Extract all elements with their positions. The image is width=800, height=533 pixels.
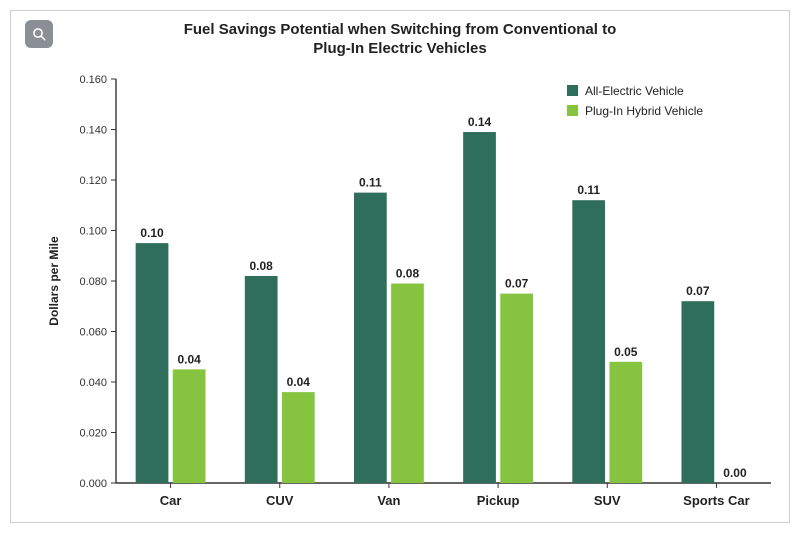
- bar: [463, 132, 496, 483]
- y-tick-label: 0.080: [79, 276, 107, 288]
- y-tick-label: 0.120: [79, 175, 107, 187]
- bar-value-label: 0.04: [177, 352, 201, 366]
- chart-frame: Fuel Savings Potential when Switching fr…: [10, 10, 790, 523]
- y-tick-label: 0.140: [79, 125, 107, 137]
- bar-value-label: 0.14: [468, 115, 492, 129]
- bar: [391, 284, 424, 483]
- y-tick-label: 0.040: [79, 377, 107, 389]
- category-label: Van: [377, 493, 400, 508]
- legend-swatch: [567, 85, 578, 96]
- bar: [681, 301, 714, 483]
- bar: [500, 294, 533, 483]
- bar: [136, 243, 169, 483]
- bar: [609, 362, 642, 483]
- bar-value-label: 0.11: [577, 183, 600, 197]
- y-tick-label: 0.100: [79, 226, 107, 238]
- y-tick-label: 0.060: [79, 327, 107, 339]
- legend-label: Plug-In Hybrid Vehicle: [585, 104, 703, 118]
- y-tick-label: 0.000: [79, 478, 107, 490]
- bar-chart-svg: 0.0000.0200.0400.0600.0800.1000.1200.140…: [11, 11, 791, 524]
- category-label: CUV: [266, 493, 294, 508]
- category-label: Pickup: [477, 493, 520, 508]
- bar: [173, 369, 206, 483]
- y-tick-label: 0.160: [79, 74, 107, 86]
- category-label: Sports Car: [683, 493, 749, 508]
- bar: [282, 392, 315, 483]
- chart-area: 0.0000.0200.0400.0600.0800.1000.1200.140…: [11, 11, 789, 522]
- bar: [572, 200, 605, 483]
- bar-value-label: 0.05: [614, 345, 638, 359]
- category-label: Car: [160, 493, 182, 508]
- y-tick-label: 0.020: [79, 428, 107, 440]
- bar-value-label: 0.11: [359, 176, 382, 190]
- category-label: SUV: [594, 493, 621, 508]
- bar-value-label: 0.08: [250, 259, 274, 273]
- y-axis-title: Dollars per Mile: [47, 236, 61, 326]
- bar: [245, 276, 278, 483]
- legend-swatch: [567, 105, 578, 116]
- bar-value-label: 0.07: [686, 284, 710, 298]
- bar-value-label: 0.08: [396, 267, 420, 281]
- bar: [354, 193, 387, 483]
- bar-value-label: 0.10: [140, 226, 164, 240]
- legend-label: All-Electric Vehicle: [585, 84, 684, 98]
- bar-value-label: 0.07: [505, 277, 529, 291]
- bar-value-label: 0.00: [723, 466, 747, 480]
- bar-value-label: 0.04: [287, 375, 311, 389]
